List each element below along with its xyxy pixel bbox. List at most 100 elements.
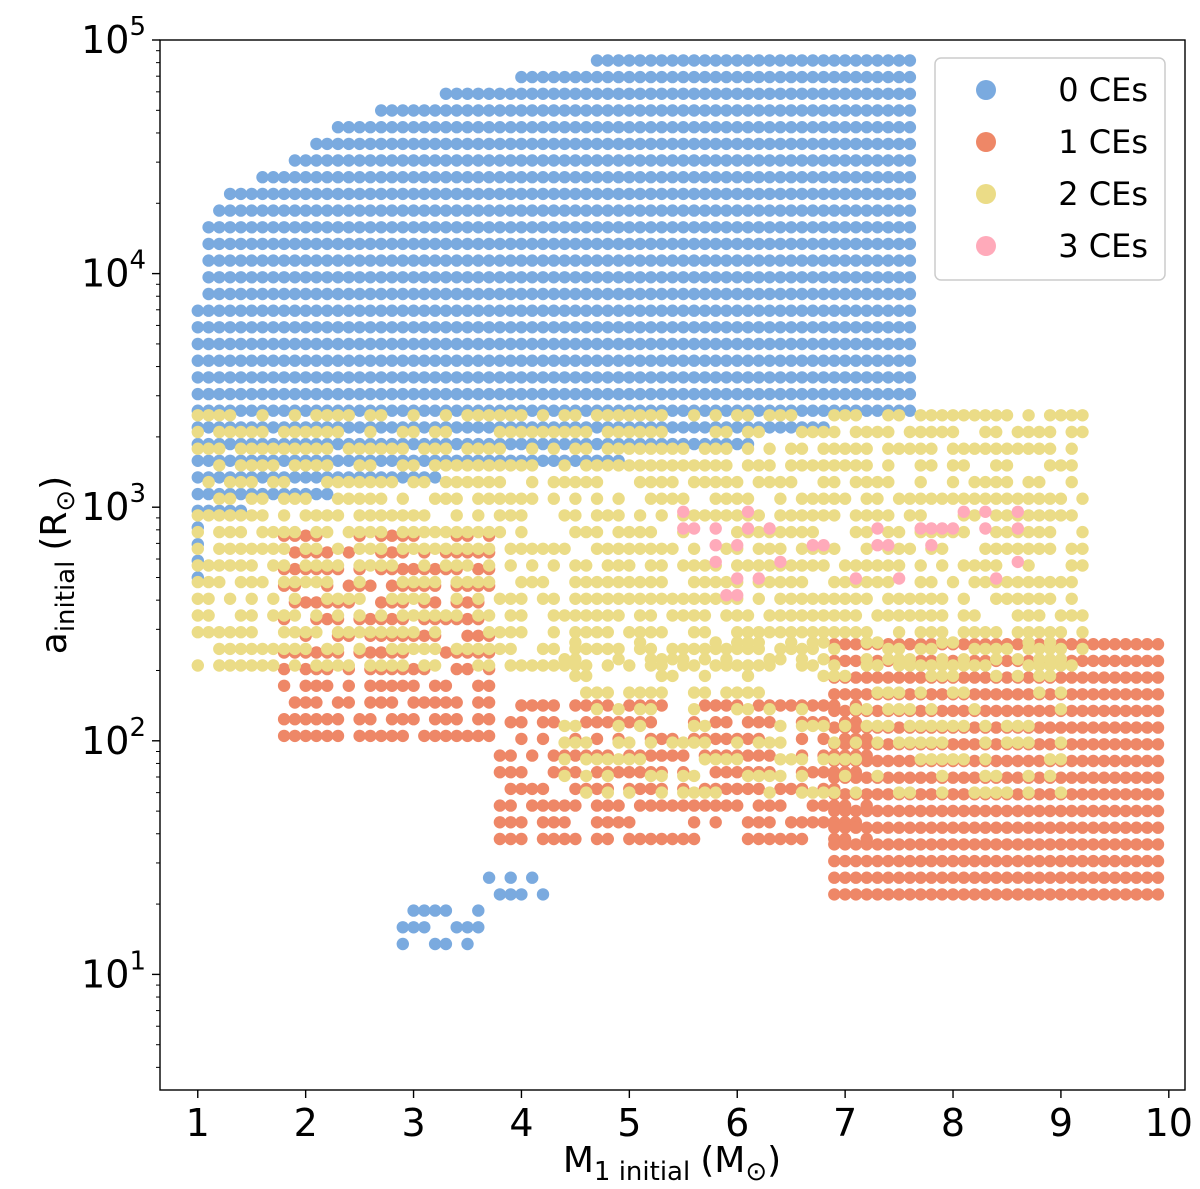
data-point xyxy=(601,442,614,455)
data-point xyxy=(580,699,593,712)
data-point xyxy=(752,799,765,812)
data-point xyxy=(1033,754,1046,768)
data-point xyxy=(946,719,960,733)
data-point xyxy=(914,522,927,535)
data-point xyxy=(493,888,507,901)
data-point xyxy=(1022,575,1035,589)
data-point xyxy=(838,287,852,301)
data-point xyxy=(590,287,604,301)
data-point xyxy=(331,592,345,605)
data-point xyxy=(871,736,884,749)
data-point xyxy=(396,425,409,439)
data-point xyxy=(558,475,571,489)
data-point xyxy=(450,337,463,351)
data-point xyxy=(903,703,917,716)
data-point xyxy=(892,187,906,201)
data-point xyxy=(1065,888,1078,901)
data-point xyxy=(547,832,560,846)
data-point xyxy=(763,442,776,455)
data-point xyxy=(763,321,776,334)
data-point xyxy=(364,542,377,555)
data-point xyxy=(590,387,604,401)
data-point xyxy=(223,371,237,384)
data-point xyxy=(321,304,334,317)
data-point xyxy=(817,237,830,251)
data-point xyxy=(461,525,474,539)
data-point xyxy=(957,459,970,472)
data-point xyxy=(353,592,366,605)
plot-frame xyxy=(159,39,1186,1091)
data-point xyxy=(310,596,323,609)
data-point xyxy=(612,287,625,301)
data-point xyxy=(504,559,517,572)
data-point xyxy=(687,559,701,572)
data-point xyxy=(612,409,625,422)
data-point xyxy=(817,559,830,572)
data-point xyxy=(482,442,496,455)
data-point xyxy=(428,425,442,439)
data-point xyxy=(968,703,981,716)
data-point xyxy=(601,287,614,301)
data-point xyxy=(396,354,409,367)
data-point xyxy=(375,254,388,267)
data-point xyxy=(1130,754,1143,768)
data-point xyxy=(428,626,442,639)
data-point xyxy=(601,816,614,829)
data-point xyxy=(633,575,647,589)
data-point xyxy=(968,609,981,622)
data-point xyxy=(892,321,906,334)
data-point xyxy=(903,888,917,901)
data-point xyxy=(774,799,787,812)
data-point xyxy=(375,475,388,489)
data-point xyxy=(698,287,712,301)
data-point xyxy=(288,713,302,726)
data-point xyxy=(1087,771,1100,784)
data-point xyxy=(698,304,712,317)
data-point xyxy=(644,716,658,729)
data-point xyxy=(547,187,560,201)
data-point xyxy=(526,492,539,505)
data-point xyxy=(903,542,917,555)
data-point xyxy=(741,371,755,384)
data-point xyxy=(979,719,992,733)
data-point xyxy=(310,187,323,201)
data-point xyxy=(1119,688,1132,701)
data-point xyxy=(882,642,895,656)
data-point xyxy=(623,442,636,455)
data-point xyxy=(353,304,366,317)
data-point xyxy=(364,713,377,726)
data-point xyxy=(1130,638,1143,651)
data-point xyxy=(482,459,496,472)
data-point xyxy=(299,529,312,542)
data-point xyxy=(968,821,981,834)
data-point xyxy=(472,575,485,589)
data-point xyxy=(202,509,215,522)
data-point xyxy=(741,137,755,151)
data-point xyxy=(342,271,355,284)
data-point xyxy=(547,121,560,134)
data-point xyxy=(828,442,841,455)
data-point xyxy=(990,492,1003,505)
data-point xyxy=(838,669,852,683)
data-point xyxy=(677,104,690,117)
data-point xyxy=(655,832,668,846)
data-point xyxy=(547,304,560,317)
data-point xyxy=(407,679,420,692)
data-point xyxy=(698,669,712,683)
data-point xyxy=(752,237,765,251)
data-point xyxy=(450,154,463,167)
data-point xyxy=(1076,688,1089,701)
data-point xyxy=(396,729,409,743)
data-point xyxy=(741,669,755,683)
data-point xyxy=(558,354,571,367)
data-point xyxy=(806,304,819,317)
data-point xyxy=(580,786,593,799)
data-point xyxy=(752,475,765,489)
data-point xyxy=(720,799,733,812)
data-point xyxy=(892,642,906,656)
data-point xyxy=(1000,475,1014,489)
data-point xyxy=(979,838,992,851)
data-point xyxy=(698,54,712,67)
data-point xyxy=(860,703,873,716)
data-point xyxy=(644,221,658,234)
